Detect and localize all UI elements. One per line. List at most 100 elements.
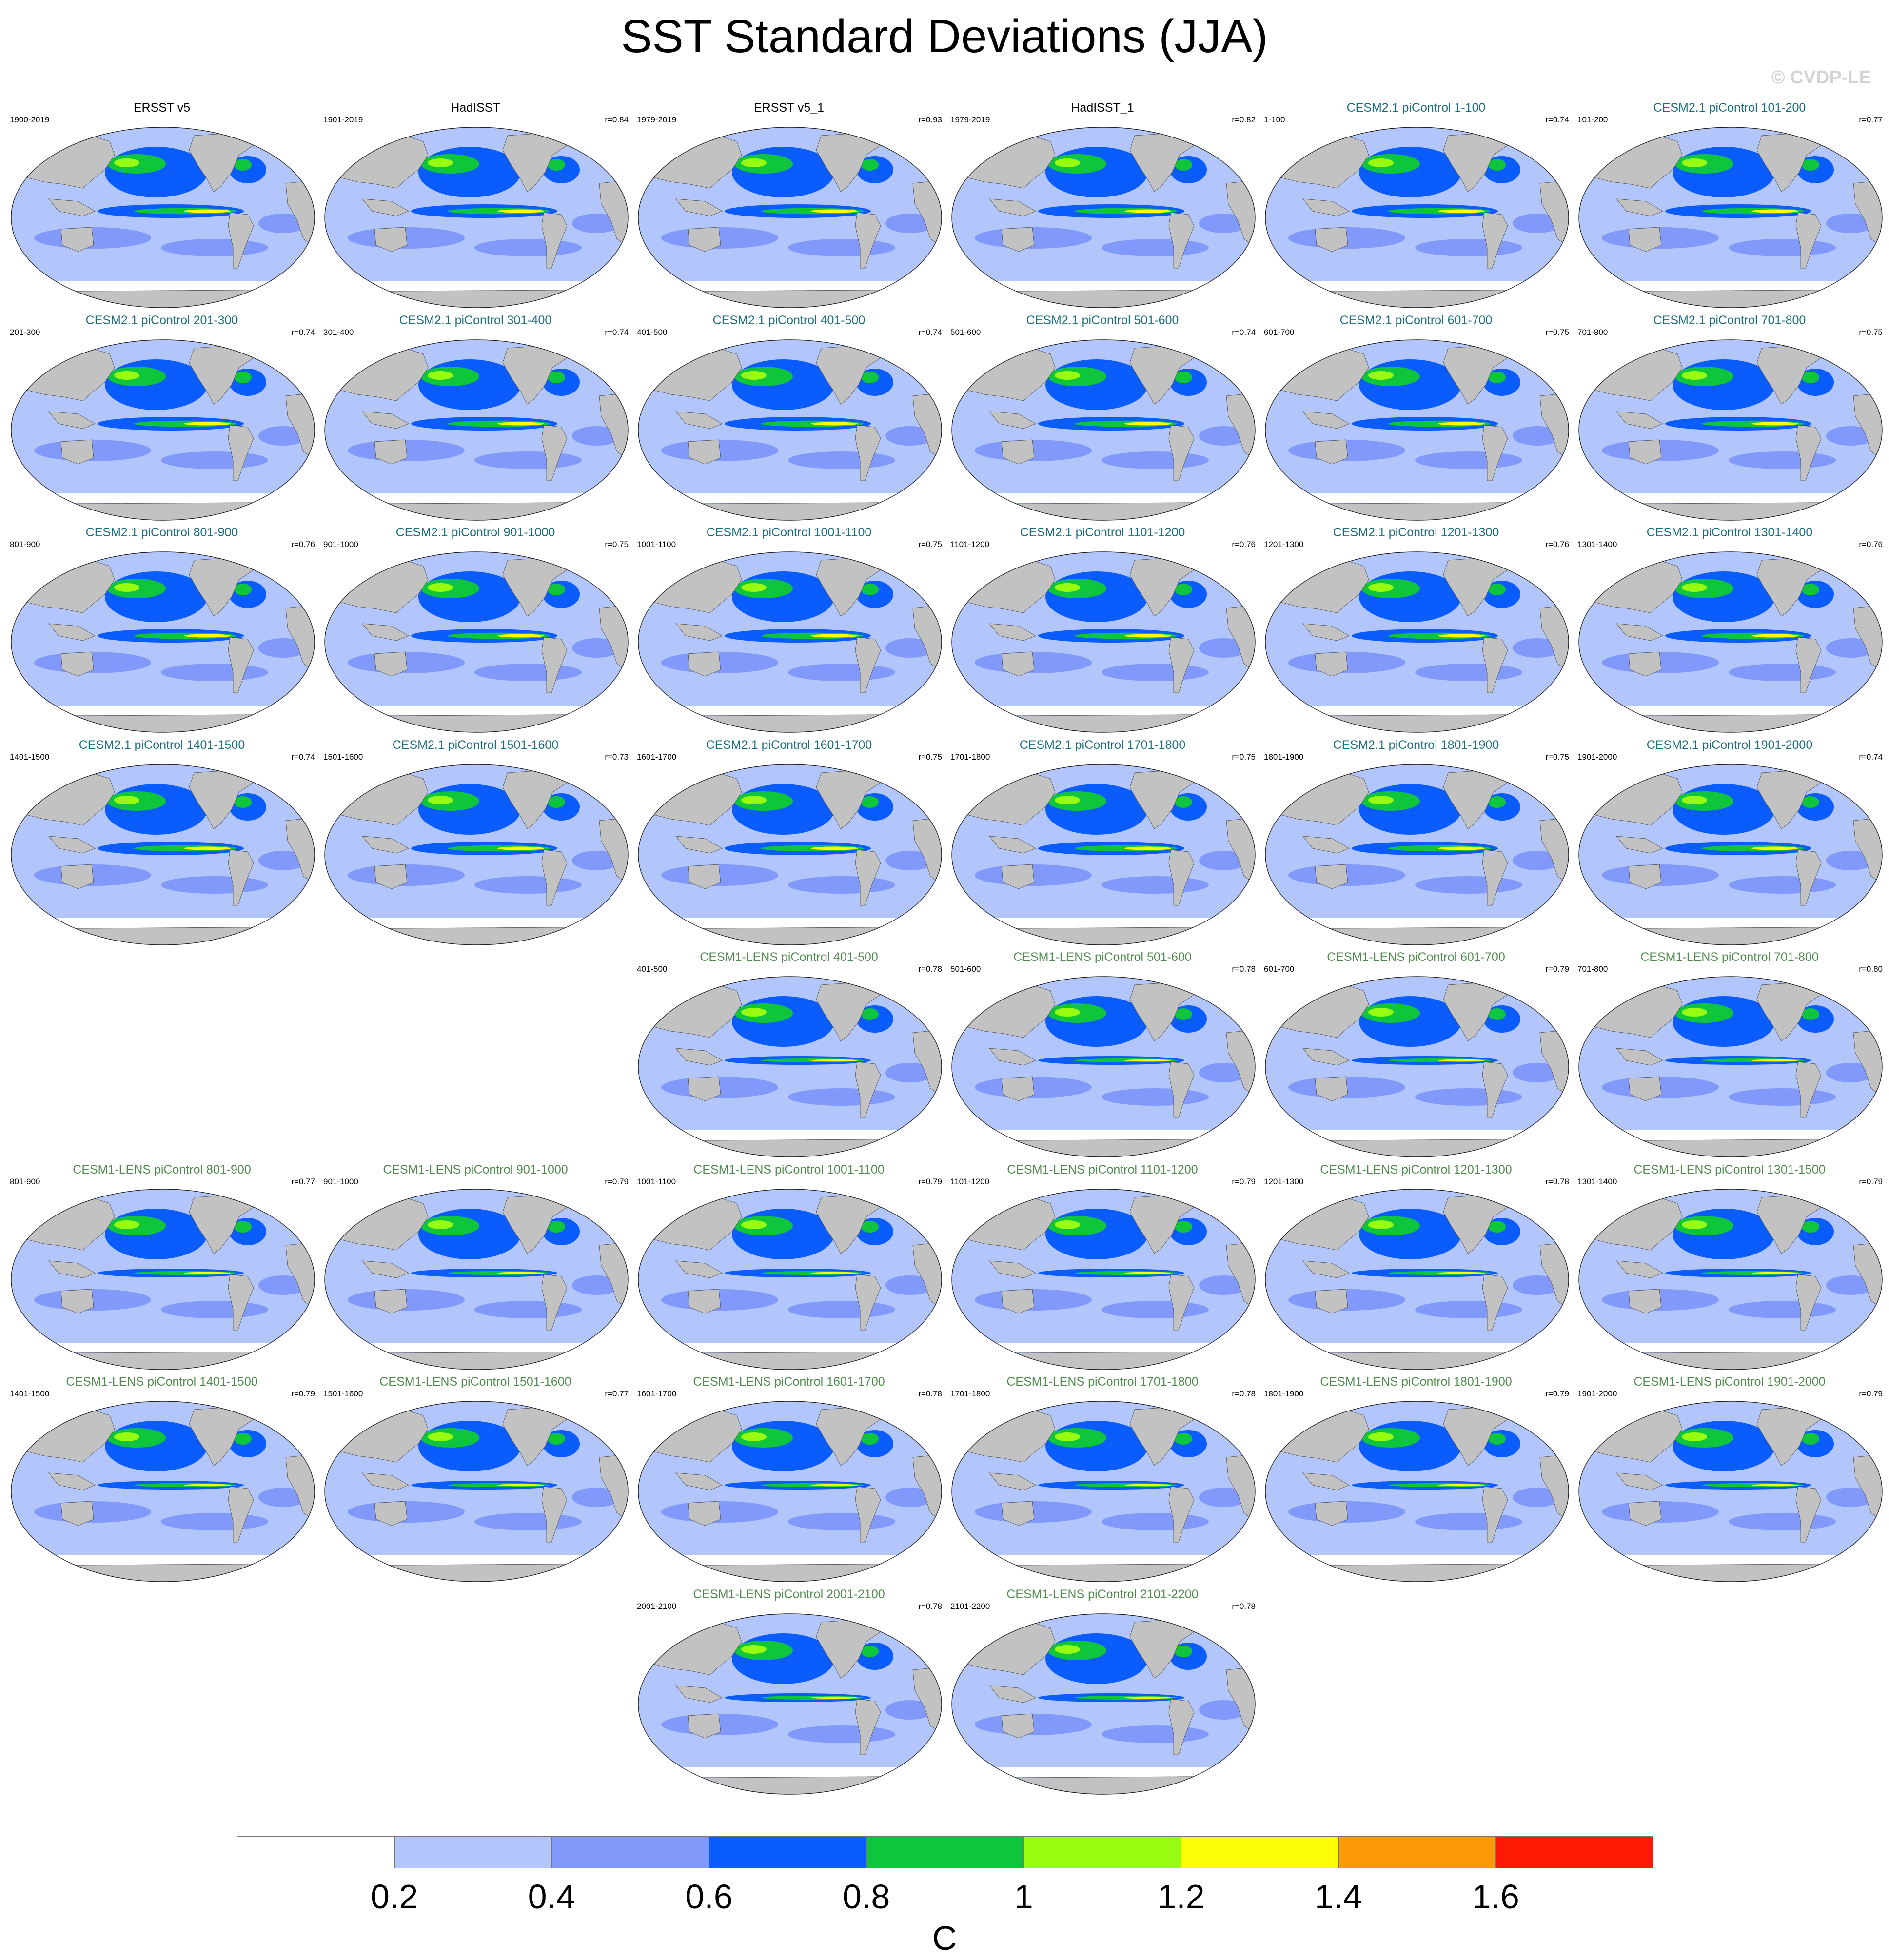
panel-pattern-correlation: r=0.79: [1545, 964, 1569, 974]
map-border: [951, 976, 1256, 1157]
colorbar-tick-label: 1.2: [1157, 1878, 1205, 1916]
antarctica: [1265, 1563, 1569, 1582]
greenland: [1820, 554, 1841, 572]
colorbar-tick-label: 0.8: [843, 1878, 890, 1916]
australia: [1628, 439, 1662, 464]
map-panel: CESM2.1 piControl 401-500 401-500 r=0.74: [633, 313, 945, 525]
map-panel: CESM2.1 piControl 801-900 801-900 r=0.76: [6, 525, 318, 737]
maritime-continent: [48, 623, 96, 641]
panel-years: 1701-1800: [950, 1389, 990, 1398]
kuroshio-core: [428, 371, 453, 380]
colorbar-swatch: [237, 1836, 395, 1868]
panel-years: 301-400: [323, 327, 354, 337]
map-border: [638, 764, 942, 945]
map-panel: HadISST_1 1979-2019 r=0.82: [946, 100, 1259, 313]
panel-years: 1601-1700: [637, 1389, 677, 1398]
greenland: [1506, 342, 1528, 360]
maritime-continent: [1616, 623, 1663, 641]
map-border: [11, 551, 315, 733]
cold-tongue-core: [1438, 422, 1485, 425]
maritime-continent: [1616, 411, 1663, 429]
panel-pattern-correlation: r=0.78: [1232, 1389, 1256, 1398]
sst-std-map: [951, 1613, 1256, 1795]
antarctica: [638, 714, 942, 732]
south-pacific-band: [1415, 1513, 1522, 1530]
kuroshio-core: [1368, 158, 1394, 167]
map-border: [1578, 1401, 1883, 1582]
africa: [599, 1454, 628, 1522]
cold-tongue-core: [811, 1696, 858, 1699]
south-america: [1795, 637, 1822, 693]
cold-tongue-core: [811, 422, 858, 425]
antarctica: [952, 1351, 1255, 1370]
panel-title: CESM1-LENS piControl 1901-2000: [1633, 1375, 1826, 1389]
south-pacific-band: [1729, 451, 1836, 469]
panel-years: 1101-1200: [950, 540, 990, 549]
greenland: [879, 1403, 901, 1422]
south-atlantic-band: [1199, 1700, 1248, 1720]
cold-tongue-core: [497, 1484, 544, 1487]
panel-years: 701-800: [1577, 327, 1608, 337]
antarctica: [1265, 1351, 1569, 1370]
panel-years: 801-900: [10, 1176, 40, 1186]
map-panel: CESM2.1 piControl 1901-2000 1901-2000 r=0.…: [1574, 738, 1886, 950]
panel-pattern-correlation: r=0.79: [1859, 1176, 1883, 1186]
panel-years: 1501-1600: [323, 1389, 363, 1398]
panel-pattern-correlation: r=0.80: [1859, 964, 1883, 974]
sst-std-map: [1578, 1401, 1883, 1582]
antarctica: [11, 1563, 315, 1582]
map-border: [11, 127, 315, 308]
sst-std-map: [951, 339, 1256, 521]
cold-tongue-core: [1124, 209, 1171, 213]
south-atlantic-band: [572, 1488, 621, 1507]
cold-tongue-core: [184, 634, 231, 638]
south-atlantic-band: [885, 214, 934, 233]
cold-tongue-core: [184, 846, 231, 850]
kuroshio-core: [114, 795, 139, 804]
south-america: [1795, 212, 1822, 269]
map-panel: CESM2.1 piControl 101-200 101-200 r=0.77: [1574, 100, 1886, 313]
panel-years: 601-700: [1264, 964, 1295, 974]
maritime-continent: [48, 1472, 96, 1490]
gulf-stream: [861, 1645, 879, 1657]
antarctica: [952, 1138, 1255, 1157]
southern-ocean-low: [952, 918, 1255, 928]
panel-title: CESM2.1 piControl 301-400: [399, 313, 552, 327]
gulf-stream: [548, 371, 565, 383]
australia: [374, 227, 408, 252]
africa: [1853, 817, 1882, 885]
panel-pattern-correlation: r=0.74: [1545, 115, 1569, 124]
south-atlantic-band: [1199, 1275, 1248, 1295]
panel-title: CESM2.1 piControl 101-200: [1653, 101, 1806, 115]
map-border: [1265, 976, 1569, 1157]
south-pacific-band: [1102, 876, 1209, 894]
panel-title: CESM1-LENS piControl 1101-1200: [1007, 1162, 1198, 1176]
southern-ocean-low: [1265, 1130, 1569, 1140]
map-panel: CESM1-LENS piControl 1701-1800 1701-1800 r…: [946, 1374, 1259, 1587]
south-america: [1168, 1699, 1195, 1755]
panel-pattern-correlation: r=0.75: [1545, 752, 1569, 762]
maritime-continent: [675, 1048, 723, 1066]
southern-ocean-low: [11, 281, 315, 291]
maritime-continent: [48, 411, 96, 429]
south-atlantic-band: [258, 1275, 307, 1295]
africa: [912, 605, 942, 673]
australia: [60, 864, 94, 889]
panel-title: CESM1-LENS piControl 901-1000: [383, 1162, 568, 1176]
cold-tongue-core: [497, 846, 544, 850]
map-panel: CESM1-LENS piControl 1301-1500 1301-1400 r…: [1574, 1162, 1886, 1374]
southern-ocean-low: [1579, 706, 1882, 715]
maritime-continent: [1616, 1048, 1663, 1066]
panel-pattern-correlation: r=0.78: [918, 964, 942, 974]
africa: [285, 1454, 315, 1522]
africa: [1853, 392, 1882, 461]
south-america: [1795, 1486, 1822, 1543]
antarctica: [952, 926, 1255, 945]
greenland: [566, 342, 587, 360]
kuroshio-core: [428, 1432, 453, 1441]
southern-ocean-low: [638, 1555, 942, 1565]
kuroshio-core: [1368, 1008, 1394, 1017]
kuroshio-core: [114, 583, 139, 592]
africa: [285, 817, 315, 885]
australia: [1001, 864, 1035, 889]
